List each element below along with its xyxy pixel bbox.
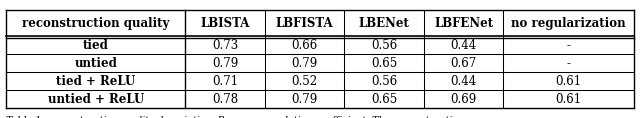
Text: 0.65: 0.65 <box>371 57 397 70</box>
Text: 0.79: 0.79 <box>291 57 317 70</box>
Text: 0.44: 0.44 <box>451 75 477 88</box>
Text: 0.52: 0.52 <box>291 75 317 88</box>
Text: 0.56: 0.56 <box>371 75 397 88</box>
Text: 0.79: 0.79 <box>212 57 238 70</box>
Text: untied: untied <box>74 57 117 70</box>
Text: untied + ReLU: untied + ReLU <box>47 93 144 106</box>
Text: 0.61: 0.61 <box>556 75 582 88</box>
Text: Table 1: reconstruction quality description. Pearson correlation coefficient. Th: Table 1: reconstruction quality descript… <box>6 116 476 118</box>
Text: LBENet: LBENet <box>358 17 410 30</box>
Text: 0.56: 0.56 <box>371 39 397 52</box>
Text: tied + ReLU: tied + ReLU <box>56 75 136 88</box>
Text: reconstruction quality: reconstruction quality <box>22 17 170 30</box>
Text: 0.73: 0.73 <box>212 39 238 52</box>
Text: LBFISTA: LBFISTA <box>276 17 333 30</box>
Text: 0.66: 0.66 <box>291 39 317 52</box>
Text: 0.79: 0.79 <box>291 93 317 106</box>
Text: 0.78: 0.78 <box>212 93 238 106</box>
Text: 0.67: 0.67 <box>451 57 477 70</box>
Text: 0.61: 0.61 <box>556 93 582 106</box>
Text: LBISTA: LBISTA <box>200 17 250 30</box>
Text: 0.71: 0.71 <box>212 75 238 88</box>
Text: tied: tied <box>83 39 109 52</box>
Text: -: - <box>566 57 570 70</box>
Text: 0.44: 0.44 <box>451 39 477 52</box>
Text: 0.65: 0.65 <box>371 93 397 106</box>
Text: -: - <box>566 39 570 52</box>
Text: LBFENet: LBFENet <box>434 17 493 30</box>
Text: 0.69: 0.69 <box>451 93 477 106</box>
Text: no regularization: no regularization <box>511 17 626 30</box>
